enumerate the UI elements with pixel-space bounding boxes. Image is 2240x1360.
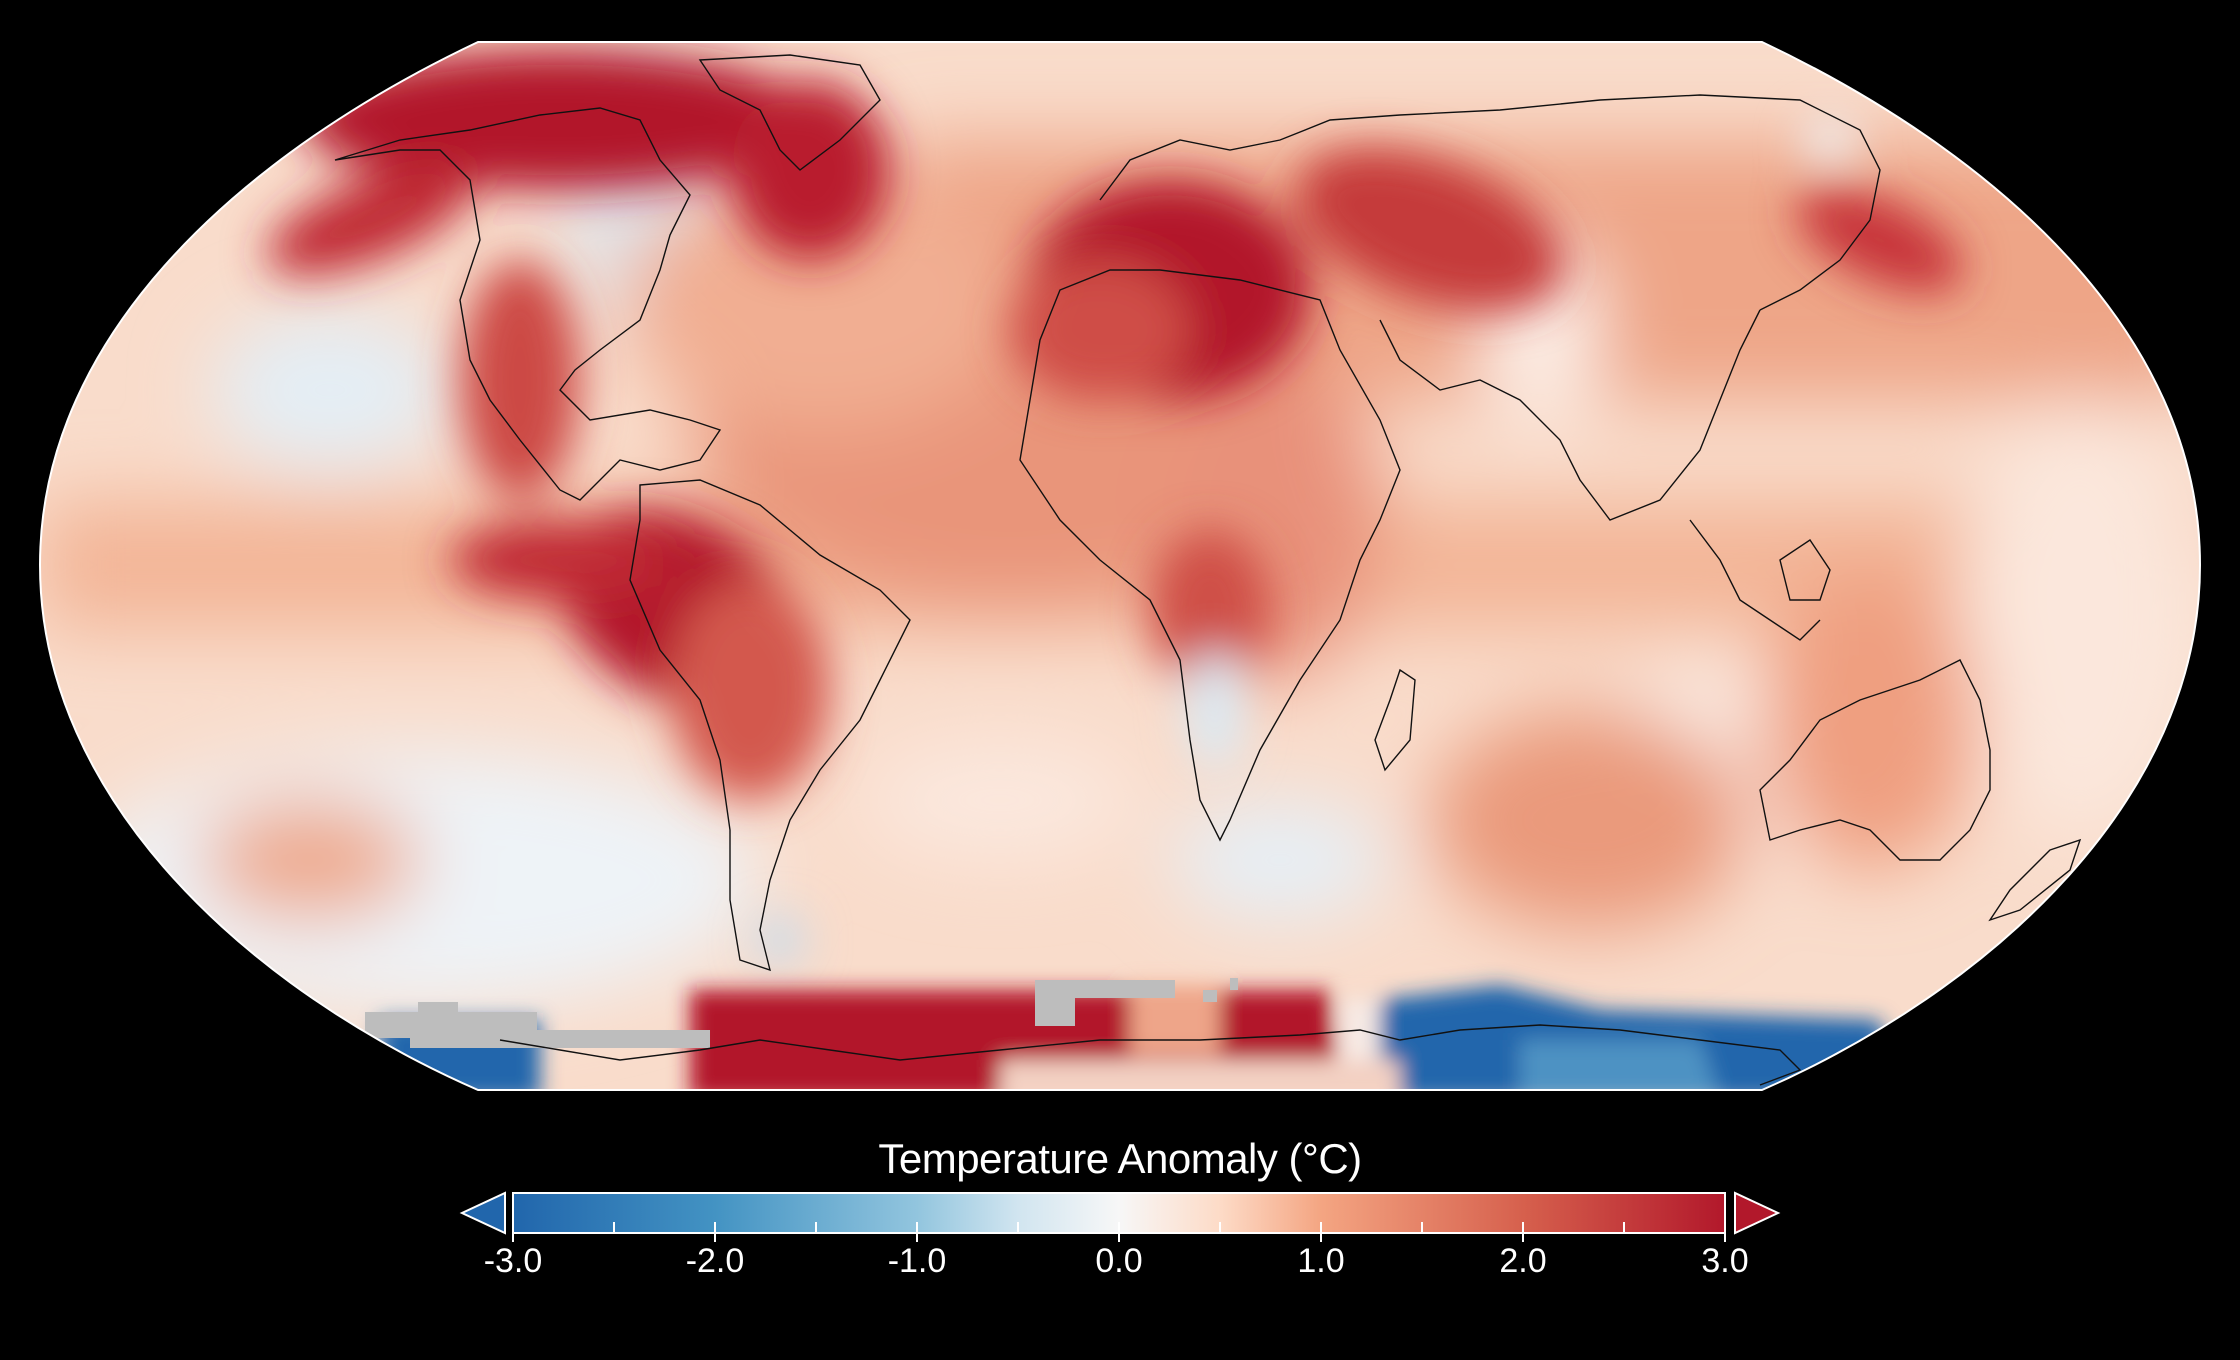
colorbar-min-extend-arrow [459, 1191, 506, 1235]
colorbar-tick-label: -2.0 [685, 1242, 745, 1280]
colorbar-title: Temperature Anomaly (°C) [878, 1135, 1362, 1182]
colorbar [459, 1191, 1781, 1242]
missing-data-cells [365, 978, 1238, 1048]
world-temperature-anomaly-map [38, 41, 2202, 1091]
colorbar-tick-label: 1.0 [1297, 1242, 1345, 1280]
map-field [40, 42, 2200, 1090]
colorbar-tick-label: -1.0 [887, 1242, 947, 1280]
colorbar-max-extend-arrow [1734, 1191, 1781, 1235]
colorbar-tick-label: 2.0 [1499, 1242, 1547, 1280]
map-border [38, 41, 2202, 1091]
colorbar-tick-label: -3.0 [483, 1242, 543, 1280]
colorbar-tick-label: 0.0 [1095, 1242, 1143, 1280]
colorbar-tick-label: 3.0 [1701, 1242, 1749, 1280]
coastlines [334, 54, 2082, 1086]
colorbar-ticks [512, 1222, 1726, 1242]
antarctica-anomaly [365, 978, 1900, 1090]
